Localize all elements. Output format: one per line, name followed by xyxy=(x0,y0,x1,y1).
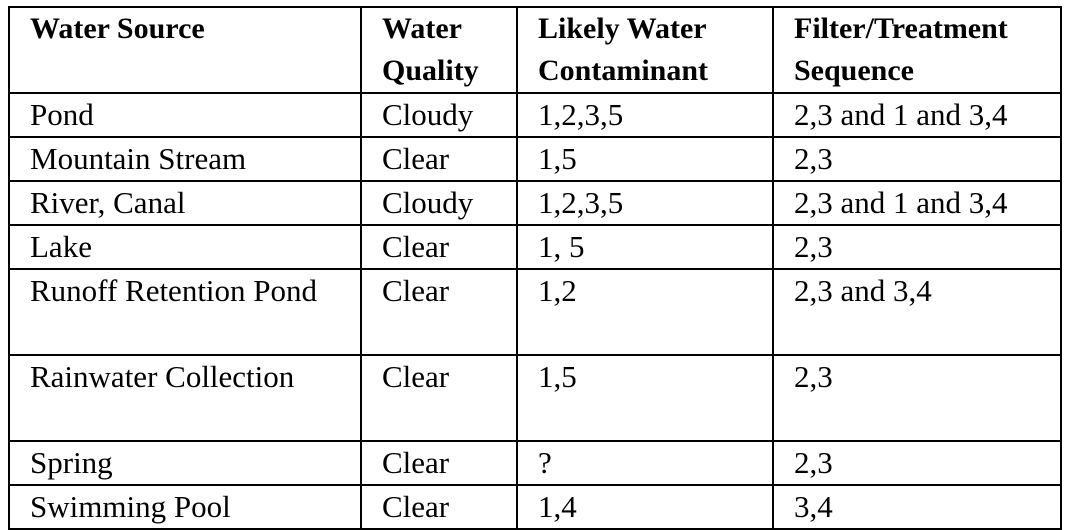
header-water-quality: Water Quality xyxy=(360,6,518,94)
header-likely-contaminant: Likely Water Contaminant xyxy=(516,6,774,94)
cell-water-source: Rainwater Collection xyxy=(8,354,362,442)
cell-contaminant: 1,2 xyxy=(516,268,774,356)
cell-contaminant: 1,5 xyxy=(516,136,774,182)
cell-treatment: 2,3 xyxy=(772,440,1062,486)
table-row: Rainwater Collection Clear 1,5 2,3 xyxy=(8,354,1062,442)
cell-water-source: Mountain Stream xyxy=(8,136,362,182)
cell-treatment: 2,3 and 1 and 3,4 xyxy=(772,180,1062,226)
cell-water-source: Swimming Pool xyxy=(8,484,362,530)
header-row: Water Source Water Quality Likely Water … xyxy=(8,6,1062,94)
cell-water-source: River, Canal xyxy=(8,180,362,226)
cell-water-quality: Clear xyxy=(360,136,518,182)
cell-treatment: 2,3 and 3,4 xyxy=(772,268,1062,356)
cell-water-source: Lake xyxy=(8,224,362,270)
table-row: Lake Clear 1, 5 2,3 xyxy=(8,224,1062,270)
cell-water-quality: Clear xyxy=(360,268,518,356)
cell-water-quality: Clear xyxy=(360,354,518,442)
cell-water-quality: Cloudy xyxy=(360,92,518,138)
cell-water-quality: Cloudy xyxy=(360,180,518,226)
cell-treatment: 2,3 xyxy=(772,354,1062,442)
cell-contaminant: 1,2,3,5 xyxy=(516,180,774,226)
water-source-table: Water Source Water Quality Likely Water … xyxy=(8,6,1062,530)
cell-water-quality: Clear xyxy=(360,484,518,530)
table-header: Water Source Water Quality Likely Water … xyxy=(8,6,1062,94)
cell-contaminant: 1,2,3,5 xyxy=(516,92,774,138)
table-row: Pond Cloudy 1,2,3,5 2,3 and 1 and 3,4 xyxy=(8,92,1062,138)
cell-treatment: 2,3 xyxy=(772,224,1062,270)
cell-contaminant: 1,4 xyxy=(516,484,774,530)
cell-treatment: 2,3 and 1 and 3,4 xyxy=(772,92,1062,138)
cell-water-source: Pond xyxy=(8,92,362,138)
cell-contaminant: 1, 5 xyxy=(516,224,774,270)
cell-water-quality: Clear xyxy=(360,440,518,486)
table-row: Swimming Pool Clear 1,4 3,4 xyxy=(8,484,1062,530)
table-row: Mountain Stream Clear 1,5 2,3 xyxy=(8,136,1062,182)
table-row: Spring Clear ? 2,3 xyxy=(8,440,1062,486)
cell-water-source: Runoff Retention Pond xyxy=(8,268,362,356)
table-row: Runoff Retention Pond Clear 1,2 2,3 and … xyxy=(8,268,1062,356)
cell-treatment: 3,4 xyxy=(772,484,1062,530)
cell-contaminant: ? xyxy=(516,440,774,486)
cell-contaminant: 1,5 xyxy=(516,354,774,442)
table-row: River, Canal Cloudy 1,2,3,5 2,3 and 1 an… xyxy=(8,180,1062,226)
cell-water-quality: Clear xyxy=(360,224,518,270)
cell-water-source: Spring xyxy=(8,440,362,486)
cell-treatment: 2,3 xyxy=(772,136,1062,182)
header-water-source: Water Source xyxy=(8,6,362,94)
table-body: Pond Cloudy 1,2,3,5 2,3 and 1 and 3,4 Mo… xyxy=(8,92,1062,530)
header-treatment-sequence: Filter/Treatment Sequence xyxy=(772,6,1062,94)
